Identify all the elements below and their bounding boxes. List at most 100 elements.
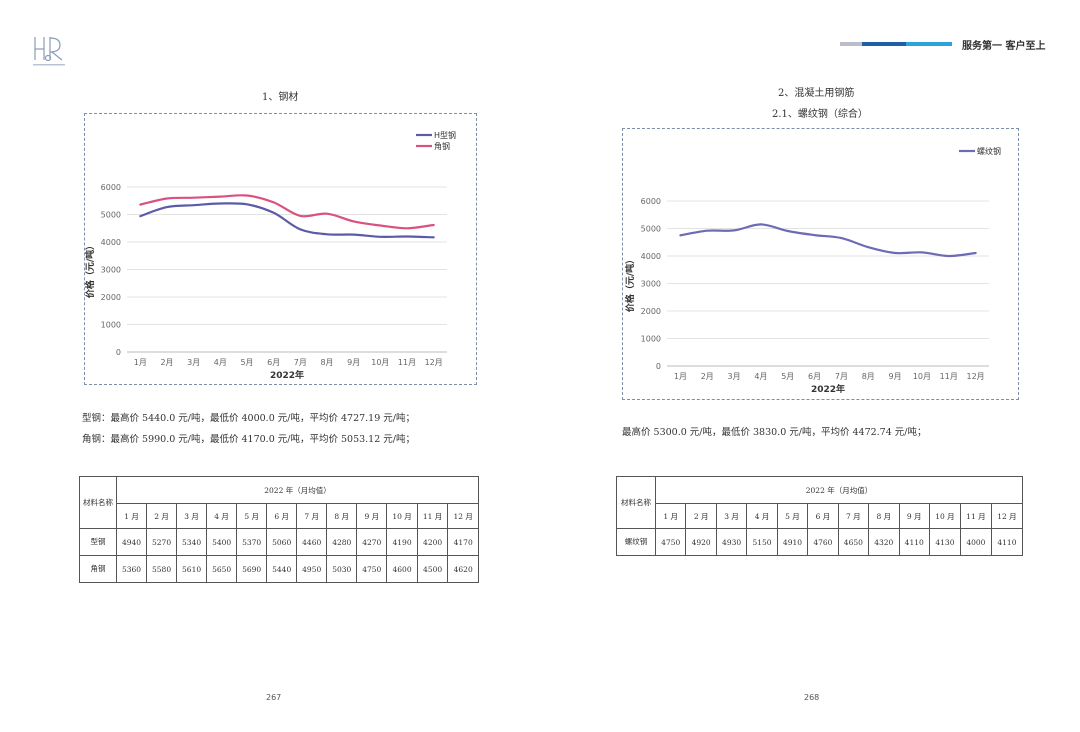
right-table-cell: 4130 bbox=[928, 528, 961, 556]
right-table-month-header: 12 月 bbox=[990, 503, 1024, 529]
right-chart-legend-label: 螺纹钢 bbox=[977, 146, 1001, 156]
left-table-cell: 4280 bbox=[326, 528, 358, 556]
right-table-month-header: 8 月 bbox=[868, 503, 900, 529]
left-table-cell: 5060 bbox=[266, 528, 298, 556]
left-table-cell: 5400 bbox=[206, 528, 238, 556]
right-chart-svg: 0 1000 2000 3000 4000 5000 6000 1月 2月 3月 4月 5月 6月 7月 8… bbox=[624, 146, 1001, 395]
right-chart-y-tick-label: 0 bbox=[656, 362, 661, 371]
right-chart-x-tick-label: 8月 bbox=[862, 372, 875, 381]
header-slogan: 服务第一 客户至上 bbox=[962, 41, 1046, 52]
right-table-month-header: 10 月 bbox=[928, 503, 961, 529]
header-color-bars bbox=[840, 42, 952, 46]
right-chart-y-tick-label: 1000 bbox=[641, 335, 661, 344]
right-table-material-header: 材料名称 bbox=[616, 476, 656, 529]
left-table-month-header: 12 月 bbox=[447, 503, 479, 529]
right-table-cell: 4930 bbox=[715, 528, 748, 556]
left-stat-line-2: 角钢：最高价 5990.0 元/吨，最低价 4170.0 元/吨，平均价 505… bbox=[82, 434, 415, 445]
left-chart-x-tick-label: 1月 bbox=[134, 358, 147, 367]
left-chart-y-tick-label: 1000 bbox=[101, 321, 121, 330]
right-chart-y-tick-label: 2000 bbox=[641, 307, 661, 316]
left-table-cell: 5030 bbox=[326, 555, 358, 583]
left-chart-x-tick-label: 8月 bbox=[320, 358, 333, 367]
left-table-cell: 5270 bbox=[146, 528, 178, 556]
right-table-month-header: 2 月 bbox=[685, 503, 717, 529]
right-table-cell: 5150 bbox=[746, 528, 778, 556]
left-chart-x-tick-label: 9月 bbox=[347, 358, 360, 367]
right-chart: 0 1000 2000 3000 4000 5000 6000 1月 2月 3月 4月 5月 6月 7月 8… bbox=[622, 128, 1019, 400]
left-table-cell: 4500 bbox=[416, 555, 449, 583]
right-chart-y-tick-label: 3000 bbox=[641, 280, 661, 289]
left-chart-y-tick-label: 2000 bbox=[101, 293, 121, 302]
left-chart-y-tick-label: 0 bbox=[116, 348, 121, 357]
left-table-cell: 4200 bbox=[416, 528, 449, 556]
right-table-cell: 4650 bbox=[837, 528, 870, 556]
left-table-row: 角钢 5360 5580 5610 5650 5690 5440 4950 5030 4750 46… bbox=[79, 555, 479, 583]
right-chart-x-tick-label: 5月 bbox=[781, 372, 794, 381]
left-table-cell: 4950 bbox=[296, 555, 328, 583]
left-table-cell: 5440 bbox=[266, 555, 298, 583]
right-table-cell: 4750 bbox=[654, 528, 687, 556]
left-table-cell: 4620 bbox=[447, 555, 479, 583]
right-chart-y-tick-label: 5000 bbox=[641, 225, 661, 234]
left-table-month-header: 6 月 bbox=[266, 503, 298, 529]
left-table-period-header: 2022 年（月均值） bbox=[116, 476, 479, 504]
right-table-row: 螺纹钢 4750 4920 4930 5150 4910 4760 4650 4320 4110 4… bbox=[616, 528, 1024, 556]
left-chart-x-tick-label: 10月 bbox=[371, 358, 389, 367]
left-chart-legend-label: H型钢 bbox=[434, 130, 456, 140]
right-chart-x-axis-title: 2022年 bbox=[811, 383, 845, 395]
left-table-cell: 4190 bbox=[386, 528, 418, 556]
right-chart-y-tick-label: 4000 bbox=[641, 252, 661, 261]
left-table-month-header: 11 月 bbox=[416, 503, 449, 529]
left-table-cell: 5650 bbox=[206, 555, 238, 583]
right-chart-x-tick-label: 3月 bbox=[728, 372, 741, 381]
right-table-cell: 4110 bbox=[898, 528, 930, 556]
right-table-month-header: 4 月 bbox=[746, 503, 778, 529]
left-chart-y-tick-label: 4000 bbox=[101, 238, 121, 247]
left-chart-y-tick-label: 5000 bbox=[101, 211, 121, 220]
left-chart-x-tick-label: 2月 bbox=[160, 358, 173, 367]
left-table-cell: 5360 bbox=[115, 555, 148, 583]
left-table-cell: 4270 bbox=[356, 528, 388, 556]
left-page-number: 267 bbox=[266, 693, 282, 702]
left-chart-x-tick-label: 5月 bbox=[240, 358, 253, 367]
left-chart-series-line-2 bbox=[139, 194, 435, 230]
left-table-cell: 5610 bbox=[176, 555, 208, 583]
right-chart-x-tick-label: 1月 bbox=[674, 372, 687, 381]
left-table-month-header: 1 月 bbox=[115, 503, 148, 529]
left-table-material-header: 材料名称 bbox=[79, 476, 117, 529]
left-table-month-header: 8 月 bbox=[326, 503, 358, 529]
right-table-cell: 4320 bbox=[868, 528, 900, 556]
header-bar-cyan bbox=[906, 42, 952, 46]
right-chart-x-tick-label: 11月 bbox=[940, 372, 958, 381]
left-table-cell: 4750 bbox=[356, 555, 388, 583]
right-table-cell: 4110 bbox=[990, 528, 1024, 556]
right-table-month-header: 5 月 bbox=[776, 503, 809, 529]
left-chart-x-tick-label: 11月 bbox=[398, 358, 416, 367]
right-stat-line-1: 最高价 5300.0 元/吨，最低价 3830.0 元/吨，平均价 4472.7… bbox=[622, 427, 927, 438]
left-chart-x-axis-title: 2022年 bbox=[270, 369, 304, 381]
right-chart-x-tick-label: 4月 bbox=[754, 372, 767, 381]
right-table-month-header: 9 月 bbox=[898, 503, 930, 529]
left-stat-line-1: 型钢：最高价 5440.0 元/吨，最低价 4000.0 元/吨，平均价 472… bbox=[82, 413, 415, 424]
company-logo bbox=[33, 37, 65, 66]
left-chart-x-tick-label: 3月 bbox=[187, 358, 200, 367]
left-chart-svg: 0 1000 2000 3000 4000 5000 6000 1月 2月 3月 4月 5月 6月 7月 8… bbox=[85, 130, 456, 381]
right-chart-y-tick-label: 6000 bbox=[641, 197, 661, 206]
right-table-period-header: 2022 年（月均值） bbox=[655, 476, 1023, 504]
left-section-title: 1、钢材 bbox=[262, 92, 299, 103]
left-table-cell: 4460 bbox=[296, 528, 328, 556]
left-table-row: 型钢 4940 5270 5340 5400 5370 5060 4460 4280 4270 41… bbox=[79, 528, 479, 556]
right-table-row-name: 螺纹钢 bbox=[616, 528, 656, 556]
left-chart-y-tick-label: 3000 bbox=[101, 266, 121, 275]
right-chart-x-tick-label: 6月 bbox=[808, 372, 821, 381]
left-table-month-header: 2 月 bbox=[146, 503, 178, 529]
right-table-cell: 4910 bbox=[776, 528, 809, 556]
right-page-number: 268 bbox=[804, 693, 820, 702]
left-table-cell: 4940 bbox=[115, 528, 148, 556]
left-table-month-header: 7 月 bbox=[296, 503, 328, 529]
left-chart-y-axis-title: 价格（元/吨） bbox=[85, 241, 96, 298]
left-table-cell: 5580 bbox=[146, 555, 178, 583]
left-chart-x-tick-label: 4月 bbox=[214, 358, 227, 367]
